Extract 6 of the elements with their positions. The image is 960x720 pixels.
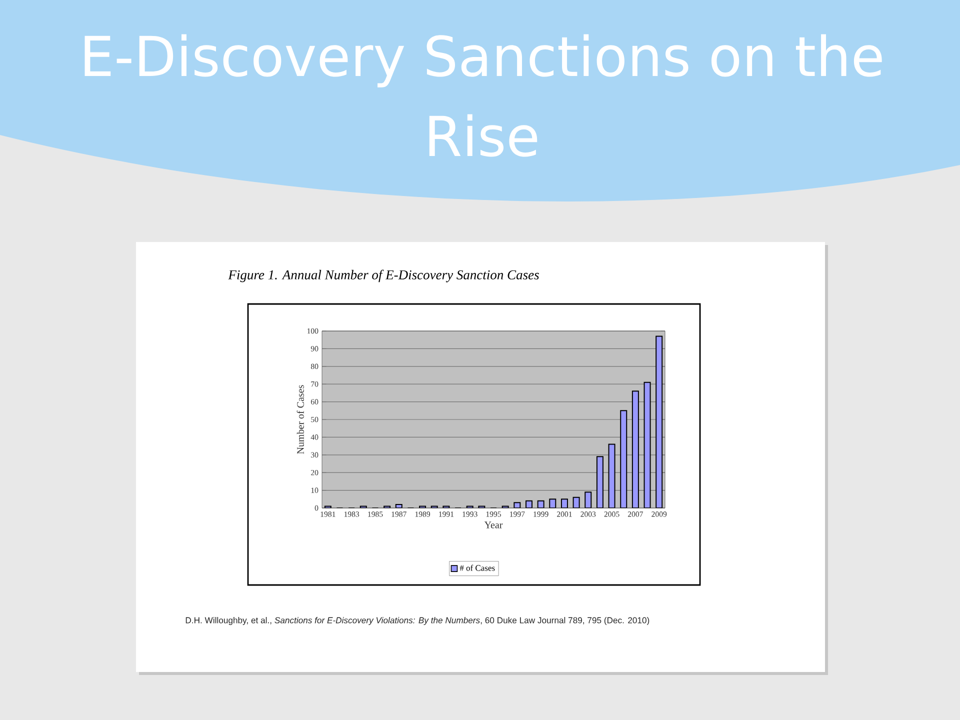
text: D.H. Willoughby, et al., Sanctions for E-Discovery Violations: By the Numbers, 60 Duke Law Journal 789, 795 (Dec. 2010) [186,616,650,626]
x-axis-title: Year [484,522,503,528]
y-axis-title: Number of Cases [296,385,304,454]
chart-subtitle: Figure 1. Annual Number of E-Discovery Sanction Cases [228,270,539,282]
legend-label: # of Cases [460,564,495,571]
chart-title: E-Discovery Sanctions on the Rise [84,34,882,157]
